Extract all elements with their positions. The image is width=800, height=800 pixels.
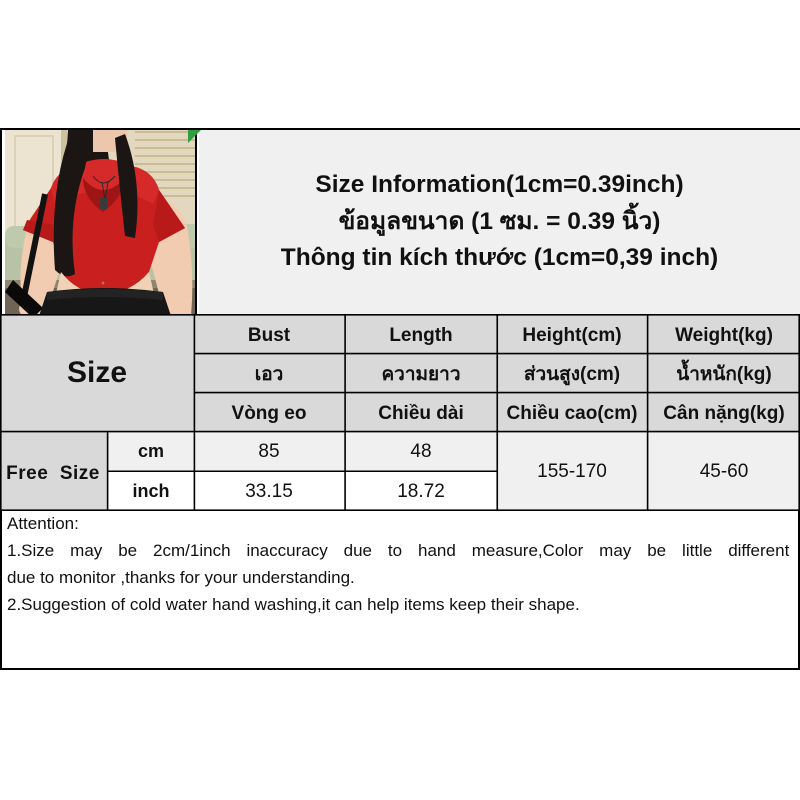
svg-text:Chiều cao(cm): Chiều cao(cm) <box>507 403 638 424</box>
svg-text:Length: Length <box>389 325 452 346</box>
svg-text:85: 85 <box>258 441 279 462</box>
svg-text:Weight(kg): Weight(kg) <box>675 325 773 346</box>
svg-text:Chiều dài: Chiều dài <box>378 403 464 424</box>
svg-text:cm: cm <box>138 441 164 461</box>
svg-text:33.15: 33.15 <box>245 481 293 502</box>
svg-text:Cân nặng(kg): Cân nặng(kg) <box>663 403 784 424</box>
svg-text:Vòng eo: Vòng eo <box>232 403 307 424</box>
svg-text:ความยาว: ความยาว <box>381 364 460 385</box>
svg-text:48: 48 <box>410 441 431 462</box>
svg-text:ส่วนสูง(cm): ส่วนสูง(cm) <box>524 364 620 386</box>
svg-text:18.72: 18.72 <box>397 481 445 502</box>
svg-text:Bust: Bust <box>248 325 291 346</box>
svg-text:inch: inch <box>132 481 169 501</box>
svg-text:155-170: 155-170 <box>537 461 607 482</box>
svg-text:Size: Size <box>67 356 127 389</box>
svg-text:Free Size: Free Size <box>6 463 100 484</box>
svg-text:45-60: 45-60 <box>700 461 749 482</box>
svg-text:เอว: เอว <box>255 364 284 385</box>
svg-text:Height(cm): Height(cm) <box>522 325 621 346</box>
